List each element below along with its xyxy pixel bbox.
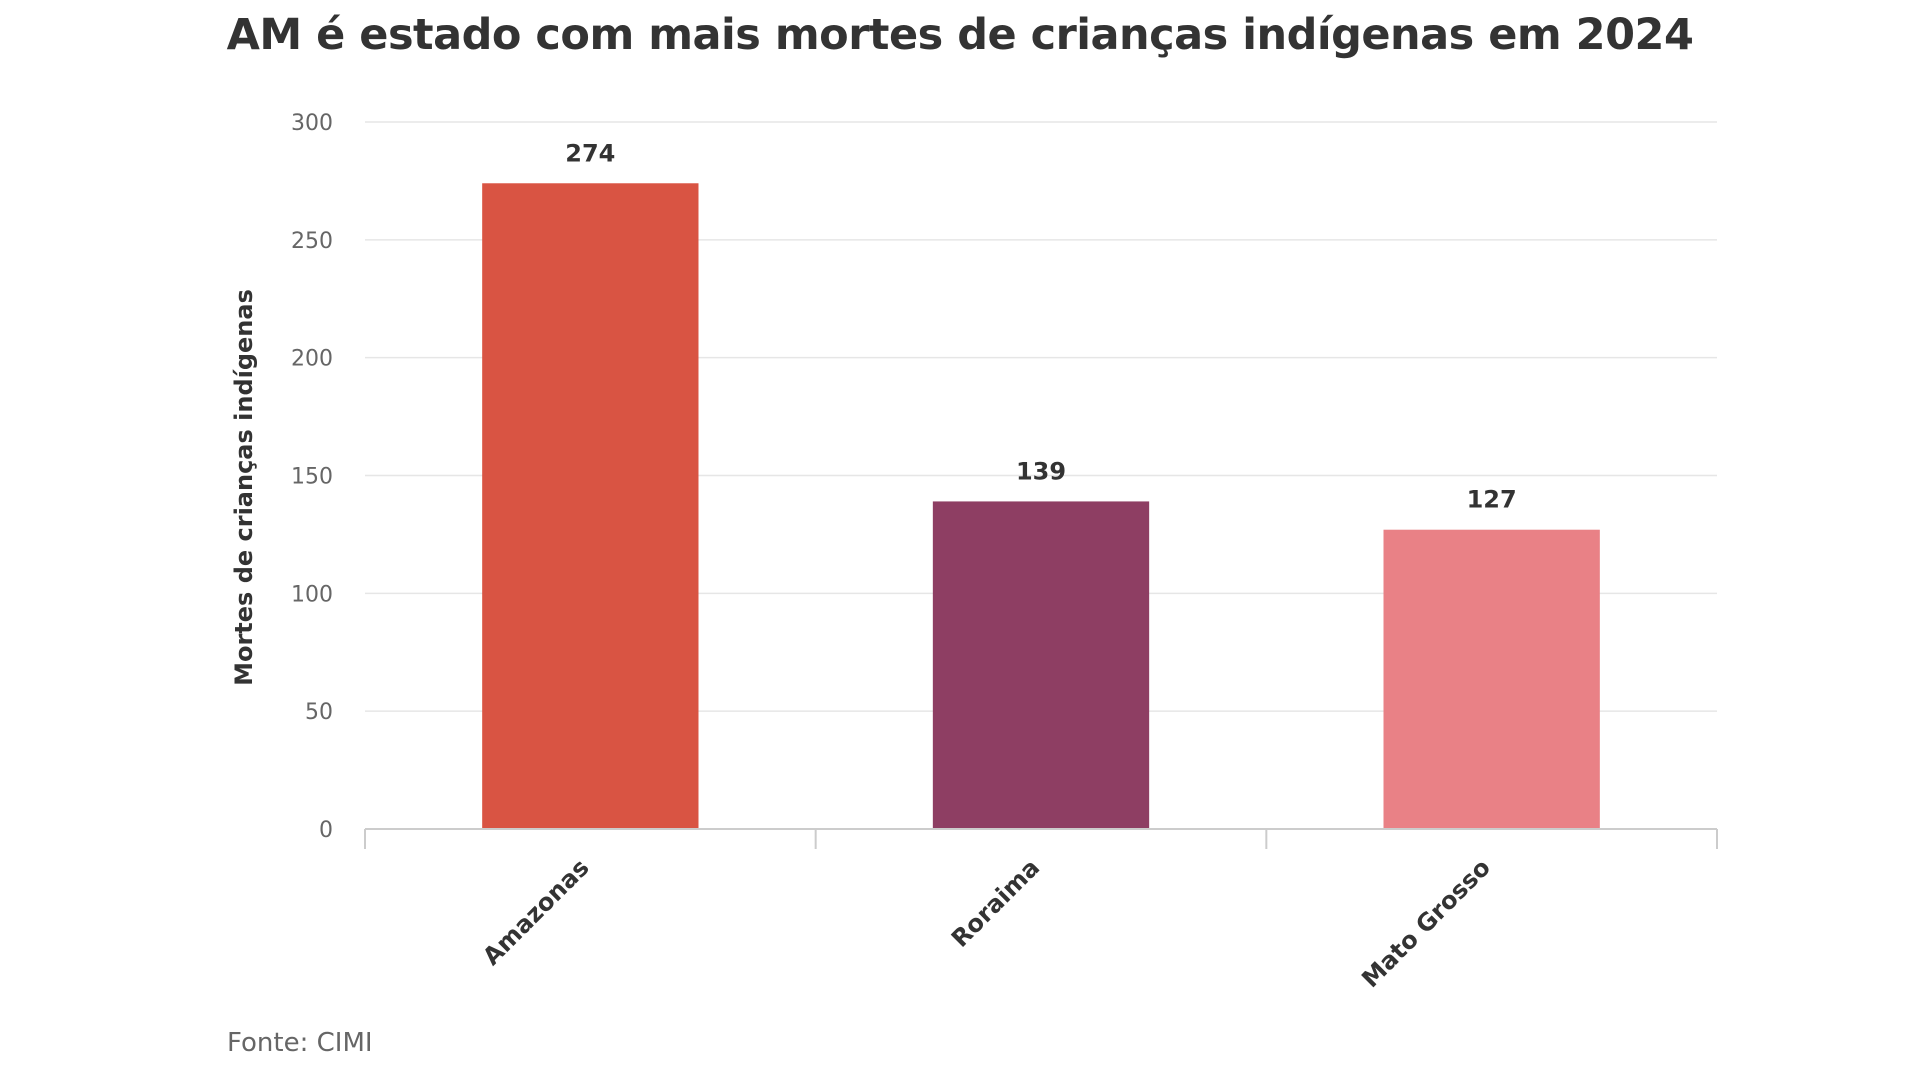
y-tick-label: 300 [291, 111, 333, 136]
y-tick-label: 0 [319, 818, 333, 843]
x-axis [364, 828, 1718, 849]
y-axis-ticks: 0 50 100 150 200 250 300 [291, 111, 333, 843]
value-labels: 274 139 127 [565, 139, 1516, 513]
y-tick-label: 250 [291, 229, 333, 254]
y-tick-label: 100 [291, 582, 333, 607]
bars [482, 183, 1600, 830]
bar-amazonas [482, 183, 699, 830]
data-label: 127 [1467, 486, 1517, 514]
data-label: 139 [1016, 457, 1066, 485]
y-tick-label: 200 [291, 347, 333, 372]
bar-roraima [932, 501, 1150, 829]
y-axis-title: Mortes de crianças indígenas [230, 289, 258, 686]
y-tick-label: 50 [305, 700, 333, 725]
category-label: Mato Grosso [1356, 853, 1496, 993]
data-label: 274 [565, 139, 615, 167]
category-labels: Amazonas Roraima Mato Grosso [477, 853, 1496, 993]
bar-mato-grosso [1383, 529, 1600, 829]
chart-title: AM é estado com mais mortes de crianças … [226, 10, 1694, 60]
category-label: Amazonas [477, 853, 594, 970]
source-note: Fonte: CIMI [227, 1028, 373, 1058]
category-label: Roraima [946, 853, 1045, 952]
y-tick-label: 150 [291, 465, 333, 490]
